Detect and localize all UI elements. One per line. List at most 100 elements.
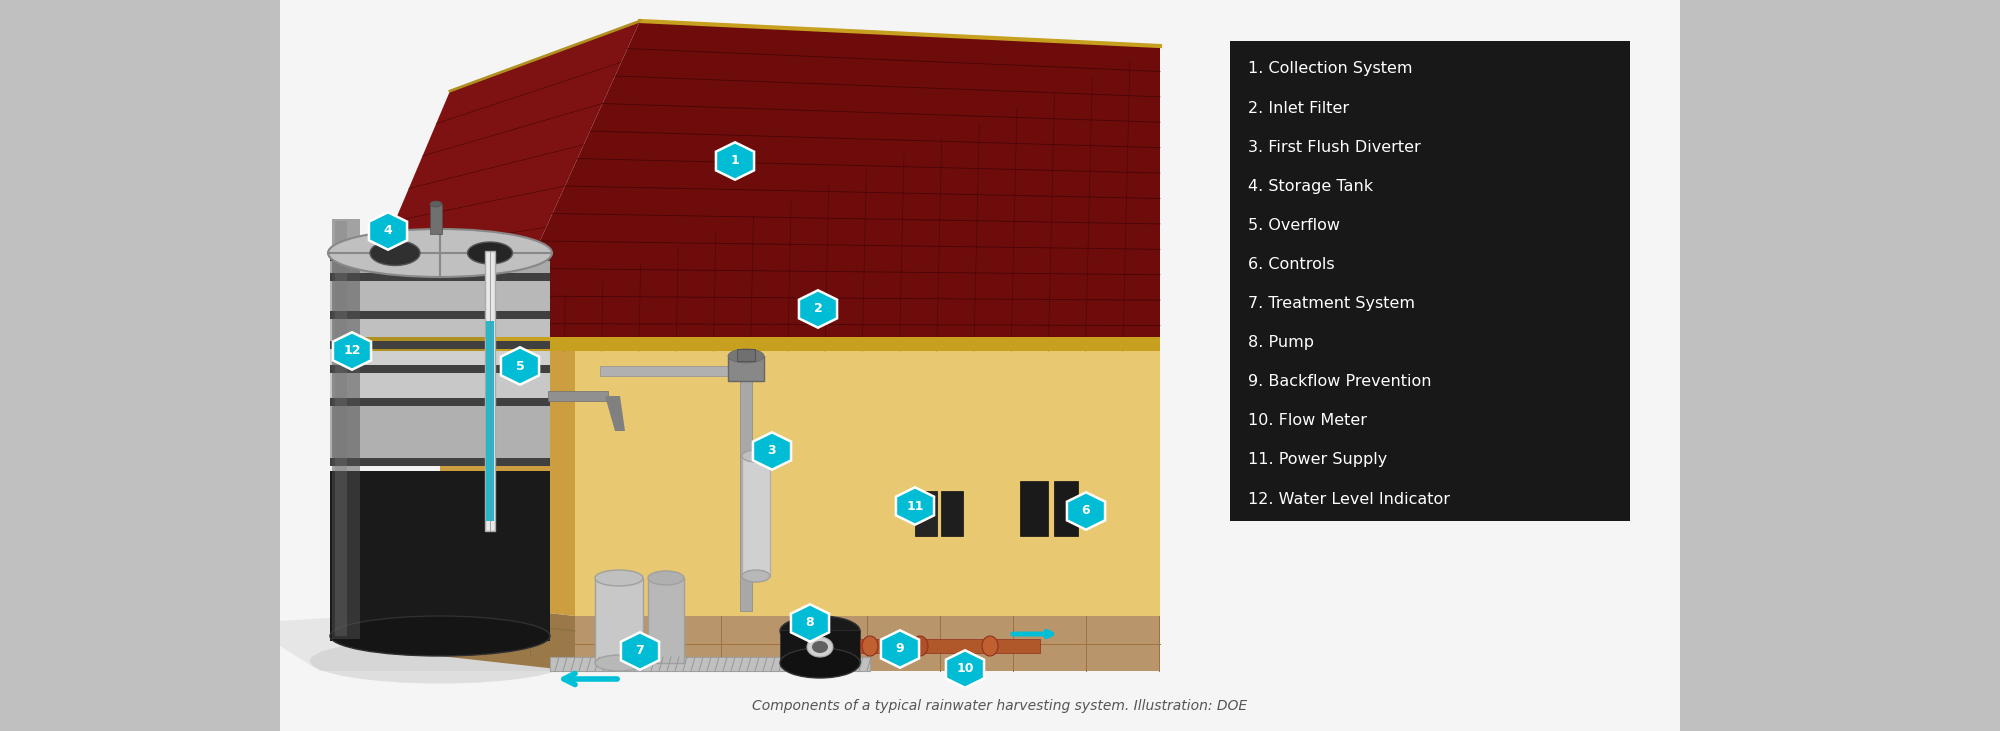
Ellipse shape	[648, 571, 684, 585]
Text: 12: 12	[344, 344, 360, 357]
Text: 2. Inlet Filter: 2. Inlet Filter	[1248, 101, 1350, 115]
Text: 9: 9	[896, 643, 904, 656]
Polygon shape	[576, 351, 1160, 616]
Text: 12. Water Level Indicator: 12. Water Level Indicator	[1248, 491, 1450, 507]
Ellipse shape	[728, 349, 764, 363]
Bar	[330, 317, 550, 347]
Text: 5: 5	[516, 360, 524, 373]
Ellipse shape	[596, 655, 644, 671]
Text: 8. Pump: 8. Pump	[1248, 335, 1314, 350]
Bar	[596, 578, 644, 663]
Polygon shape	[752, 432, 792, 470]
Polygon shape	[490, 337, 1160, 351]
Bar	[330, 471, 550, 641]
Bar	[486, 321, 494, 521]
Text: 6: 6	[1082, 504, 1090, 518]
Ellipse shape	[780, 648, 860, 678]
Ellipse shape	[742, 450, 770, 462]
Ellipse shape	[780, 616, 860, 646]
Bar	[336, 221, 348, 636]
Bar	[332, 219, 360, 639]
Ellipse shape	[912, 636, 928, 656]
Ellipse shape	[328, 229, 552, 277]
Ellipse shape	[812, 641, 828, 653]
Text: 8: 8	[806, 616, 814, 629]
Text: 9. Backflow Prevention: 9. Backflow Prevention	[1248, 374, 1432, 389]
Bar	[548, 391, 608, 401]
Bar	[740, 381, 752, 611]
Bar	[330, 398, 550, 406]
Bar	[736, 349, 756, 361]
Bar	[430, 204, 442, 234]
Text: 1: 1	[730, 154, 740, 167]
Polygon shape	[790, 605, 830, 642]
Text: 4: 4	[384, 224, 392, 238]
Polygon shape	[946, 651, 984, 688]
Polygon shape	[604, 396, 624, 431]
Bar	[330, 349, 550, 371]
Polygon shape	[798, 290, 838, 327]
Polygon shape	[620, 632, 660, 670]
Bar	[780, 630, 860, 663]
Text: 10: 10	[956, 662, 974, 675]
Polygon shape	[340, 21, 640, 351]
Ellipse shape	[310, 638, 570, 683]
Bar	[860, 639, 1040, 653]
Text: 7. Treatment System: 7. Treatment System	[1248, 296, 1416, 311]
Bar	[330, 253, 550, 261]
Polygon shape	[440, 601, 576, 671]
Bar	[330, 373, 550, 401]
Ellipse shape	[330, 616, 550, 656]
Bar	[484, 251, 496, 531]
Ellipse shape	[808, 637, 832, 657]
Ellipse shape	[468, 242, 512, 264]
Text: 1. Collection System: 1. Collection System	[1248, 61, 1412, 77]
Text: 5. Overflow: 5. Overflow	[1248, 218, 1340, 233]
Polygon shape	[490, 21, 1160, 351]
Bar	[1680, 0, 2000, 731]
Bar	[0, 0, 280, 731]
Polygon shape	[500, 347, 540, 385]
Ellipse shape	[862, 636, 878, 656]
Bar	[742, 456, 770, 576]
Polygon shape	[368, 212, 408, 250]
Text: 6. Controls: 6. Controls	[1248, 257, 1334, 272]
Text: 3: 3	[768, 444, 776, 458]
Bar	[728, 356, 764, 381]
Text: Components of a typical rainwater harvesting system. Illustration: DOE: Components of a typical rainwater harves…	[752, 699, 1248, 713]
Polygon shape	[340, 337, 490, 351]
Ellipse shape	[370, 240, 420, 265]
Bar	[330, 280, 550, 315]
Ellipse shape	[430, 201, 442, 207]
Bar	[330, 406, 550, 461]
Text: 10. Flow Meter: 10. Flow Meter	[1248, 413, 1368, 428]
Text: 4. Storage Tank: 4. Storage Tank	[1248, 179, 1374, 194]
Bar	[330, 311, 550, 319]
Bar	[330, 273, 550, 281]
Bar	[600, 366, 742, 376]
Polygon shape	[1066, 492, 1106, 530]
FancyBboxPatch shape	[1230, 41, 1630, 521]
Bar	[330, 341, 550, 349]
Ellipse shape	[982, 636, 998, 656]
Bar	[942, 491, 964, 536]
Bar	[280, 0, 1680, 731]
Polygon shape	[880, 630, 920, 667]
Bar	[330, 365, 550, 373]
Bar	[648, 578, 684, 663]
Bar	[550, 657, 870, 671]
Polygon shape	[280, 601, 820, 671]
Ellipse shape	[596, 570, 644, 586]
Bar	[1020, 481, 1048, 536]
Text: 3. First Flush Diverter: 3. First Flush Diverter	[1248, 140, 1420, 155]
Polygon shape	[440, 336, 576, 616]
Bar	[1054, 481, 1078, 536]
Bar	[330, 260, 550, 278]
Text: 11: 11	[906, 499, 924, 512]
Polygon shape	[332, 333, 372, 370]
Ellipse shape	[742, 570, 770, 582]
Text: 11. Power Supply: 11. Power Supply	[1248, 452, 1388, 467]
Text: 7: 7	[636, 645, 644, 657]
Bar	[916, 491, 936, 536]
Text: 2: 2	[814, 303, 822, 316]
